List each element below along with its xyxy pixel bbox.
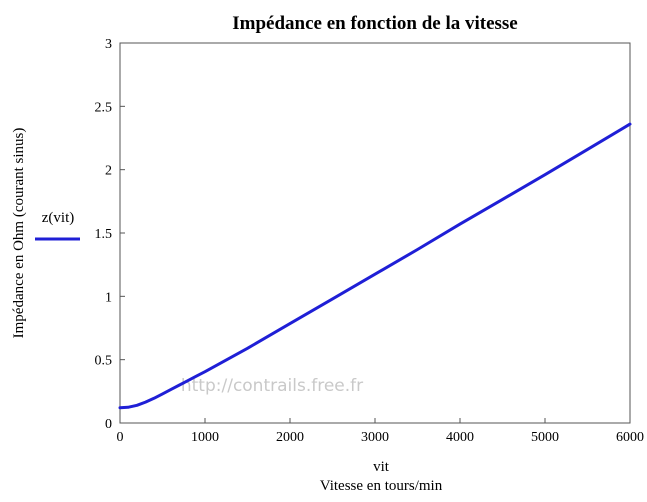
- x-tick-label: 4000: [446, 430, 474, 445]
- y-axis-label: Impédance en Ohm (courant sinus): [11, 128, 27, 339]
- x-tick-label: 3000: [361, 430, 389, 445]
- y-tick-label: 0.5: [95, 354, 113, 369]
- x-tick-label: 2000: [276, 430, 304, 445]
- legend-label: z(vit): [42, 210, 74, 226]
- x-tick-label: 5000: [531, 430, 559, 445]
- x-tick-label: 0: [117, 430, 124, 445]
- legend: z(vit): [35, 210, 80, 241]
- y-axis-ticks: 0 0.5 1 1.5 2 2.5 3: [95, 37, 125, 432]
- x-axis-variable: vit: [373, 459, 390, 475]
- watermark: http://contrails.free.fr: [181, 376, 363, 396]
- y-tick-label: 2: [105, 164, 112, 179]
- x-axis-label: Vitesse en tours/min: [320, 478, 443, 494]
- x-axis-ticks: 0 1000 2000 3000 4000 5000 6000: [117, 418, 644, 445]
- y-tick-label: 1: [105, 290, 112, 305]
- x-tick-label: 6000: [616, 430, 644, 445]
- chart-title: Impédance en fonction de la vitesse: [232, 13, 518, 34]
- y-tick-label: 2.5: [95, 100, 113, 115]
- y-tick-label: 0: [105, 417, 112, 432]
- plot-frame: [119, 42, 631, 424]
- y-tick-label: 1.5: [95, 227, 113, 242]
- y-tick-label: 3: [105, 37, 112, 52]
- x-tick-label: 1000: [191, 430, 219, 445]
- series-line-z-vit: [118, 122, 632, 410]
